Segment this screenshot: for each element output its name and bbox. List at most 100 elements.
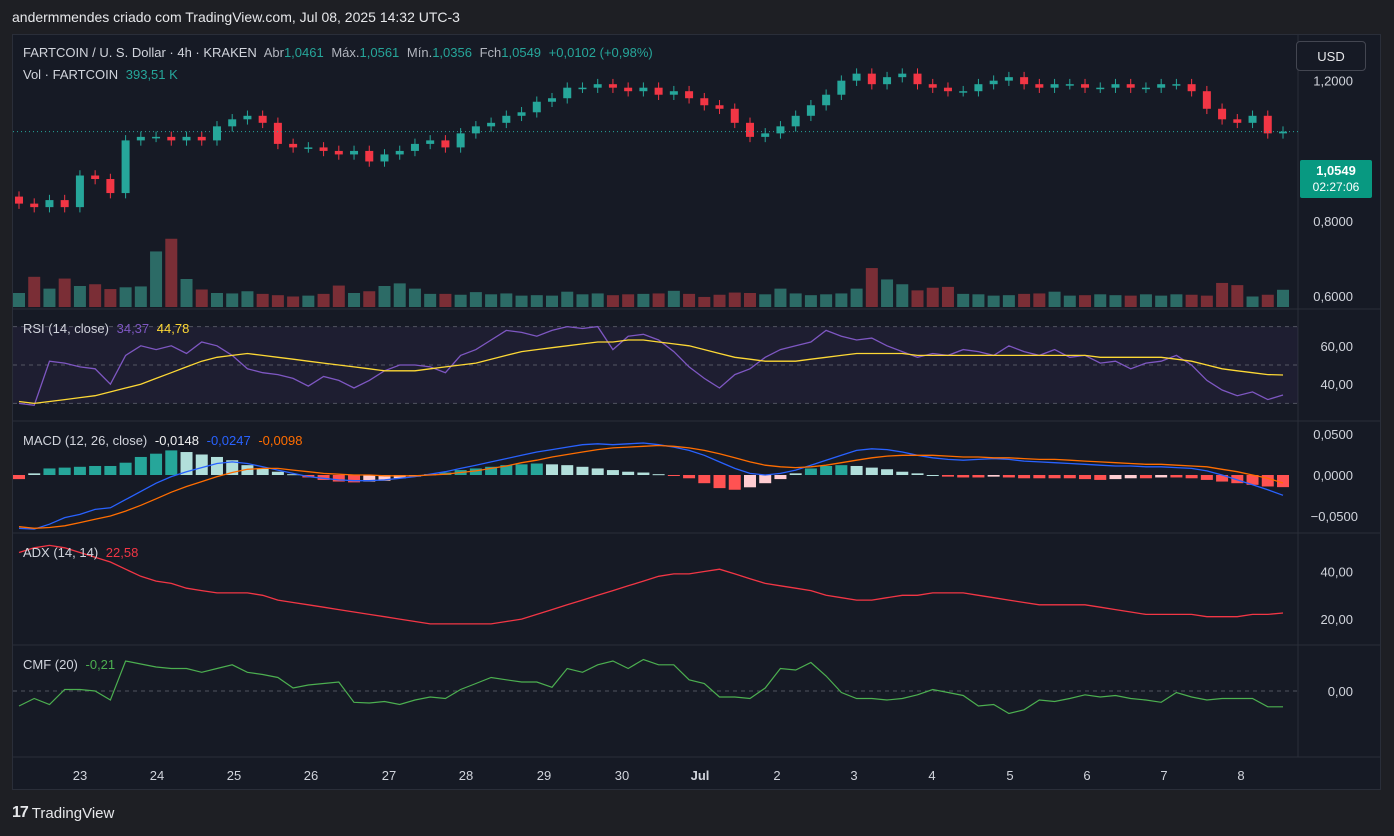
macd-histogram-bar bbox=[941, 475, 954, 477]
macd-histogram-bar bbox=[1216, 475, 1229, 482]
volume-bar bbox=[698, 296, 711, 307]
adx-label[interactable]: ADX (14, 14) bbox=[23, 545, 99, 560]
volume-bar bbox=[683, 293, 696, 307]
candle-body bbox=[304, 147, 313, 149]
macd-histogram-bar bbox=[28, 473, 41, 475]
volume-bar bbox=[1216, 282, 1229, 307]
open-value: 1,0461 bbox=[283, 45, 324, 60]
open-label: Abr bbox=[263, 45, 284, 60]
candle-body bbox=[487, 122, 496, 127]
rsi-label[interactable]: RSI (14, close) bbox=[23, 321, 109, 336]
candle-body bbox=[502, 115, 511, 123]
candle-body bbox=[563, 87, 572, 99]
tradingview-brand[interactable]: 17 TradingView bbox=[12, 804, 114, 822]
volume-bar bbox=[820, 294, 833, 307]
volume-bar bbox=[317, 293, 330, 307]
macd-histogram-bar bbox=[926, 475, 939, 476]
macd-histogram-bar bbox=[820, 465, 833, 475]
macd-signal-line bbox=[18, 444, 1284, 529]
volume-bar bbox=[58, 278, 71, 307]
macd-histogram-bar bbox=[1018, 475, 1031, 479]
x-axis-label: 2 bbox=[773, 768, 780, 783]
chart-frame[interactable]: 1,2000 0,8000 0,6000 60,00 40,00 0,0500 0,0000… bbox=[12, 34, 1381, 790]
macd-tick-label: 0,0500 bbox=[1313, 427, 1353, 442]
candle-body bbox=[350, 150, 359, 155]
volume-value: 393,51 K bbox=[125, 67, 178, 82]
volume-bar bbox=[774, 288, 787, 307]
candle-body bbox=[334, 150, 343, 155]
macd-histogram-bar bbox=[606, 470, 619, 475]
macd-label[interactable]: MACD (12, 26, close) bbox=[23, 433, 148, 448]
candle-body bbox=[228, 119, 237, 127]
volume-bar bbox=[728, 292, 741, 307]
candle-body bbox=[1111, 84, 1120, 88]
macd-histogram-bar bbox=[622, 471, 635, 475]
brand-label: TradingView bbox=[31, 804, 115, 822]
chart-canvas[interactable]: 1,20000,80000,600060,0040,000,05000,0000… bbox=[13, 35, 1380, 789]
macd-histogram-bar bbox=[835, 465, 848, 475]
volume-label[interactable]: Vol · FARTCOIN bbox=[23, 67, 119, 82]
candle-body bbox=[167, 136, 176, 141]
volume-bar bbox=[485, 294, 498, 307]
macd-histogram-bar bbox=[1246, 475, 1259, 485]
macd-histogram-bar bbox=[957, 475, 970, 478]
volume-bar bbox=[987, 295, 1000, 307]
macd-hist-value: -0,0148 bbox=[154, 433, 199, 448]
volume-bar bbox=[13, 293, 25, 307]
candle-body bbox=[806, 105, 815, 116]
adx-value: 22,58 bbox=[105, 545, 139, 560]
volume-bar bbox=[454, 294, 467, 307]
volume-bar bbox=[1231, 285, 1244, 307]
x-axis-label: 29 bbox=[537, 768, 551, 783]
volume-bar bbox=[134, 286, 147, 307]
currency-button[interactable]: USD bbox=[1296, 41, 1366, 71]
candle-body bbox=[913, 73, 922, 85]
macd-histogram-bar bbox=[393, 475, 406, 479]
candle-body bbox=[837, 80, 846, 95]
volume-bar bbox=[180, 279, 193, 307]
volume-bar bbox=[1170, 294, 1183, 307]
x-axis-label: 28 bbox=[459, 768, 473, 783]
candle-body bbox=[745, 122, 754, 137]
volume-bar bbox=[515, 295, 528, 307]
candle-body bbox=[883, 77, 892, 85]
macd-histogram-bar bbox=[104, 465, 117, 475]
volume-bar bbox=[865, 268, 878, 307]
macd-histogram-bar bbox=[546, 464, 559, 475]
adx-tick-label: 20,00 bbox=[1320, 612, 1353, 627]
macd-histogram-bar bbox=[1155, 475, 1168, 478]
candle-body bbox=[928, 84, 937, 88]
candle-body bbox=[1050, 84, 1059, 88]
volume-bar bbox=[911, 290, 924, 307]
candle-body bbox=[182, 136, 191, 141]
x-axis-label: 7 bbox=[1160, 768, 1167, 783]
volume-bar bbox=[332, 285, 345, 307]
volume-bar bbox=[302, 295, 315, 307]
volume-legend: Vol · FARTCOIN 393,51 K bbox=[23, 67, 182, 82]
symbol-label[interactable]: FARTCOIN / U. S. Dollar · 4h · KRAKEN bbox=[23, 45, 257, 60]
x-axis-label: 5 bbox=[1006, 768, 1013, 783]
adx-line bbox=[18, 544, 1284, 625]
candle-body bbox=[1218, 108, 1227, 120]
candle-body bbox=[1187, 84, 1196, 92]
candle-body bbox=[456, 133, 465, 148]
volume-bar bbox=[804, 295, 817, 307]
low-value: 1,0356 bbox=[432, 45, 472, 60]
price-tick-label: 0,6000 bbox=[1313, 289, 1353, 304]
adx-tick-label: 40,00 bbox=[1320, 565, 1353, 580]
macd-histogram-bar bbox=[1079, 475, 1092, 480]
close-value: 1,0549 bbox=[501, 45, 542, 60]
volume-bar bbox=[957, 293, 970, 307]
candle-body bbox=[822, 94, 831, 106]
macd-histogram-bar bbox=[759, 475, 772, 484]
candle-body bbox=[197, 136, 206, 141]
volume-bar bbox=[743, 293, 756, 307]
volume-bar bbox=[1246, 296, 1259, 307]
cmf-label[interactable]: CMF (20) bbox=[23, 657, 78, 672]
candle-body bbox=[471, 126, 480, 134]
candle-body bbox=[243, 115, 252, 120]
macd-histogram-bar bbox=[256, 468, 269, 475]
macd-histogram-bar bbox=[1048, 475, 1061, 479]
volume-bar bbox=[500, 293, 513, 307]
macd-histogram-bar bbox=[728, 475, 741, 490]
